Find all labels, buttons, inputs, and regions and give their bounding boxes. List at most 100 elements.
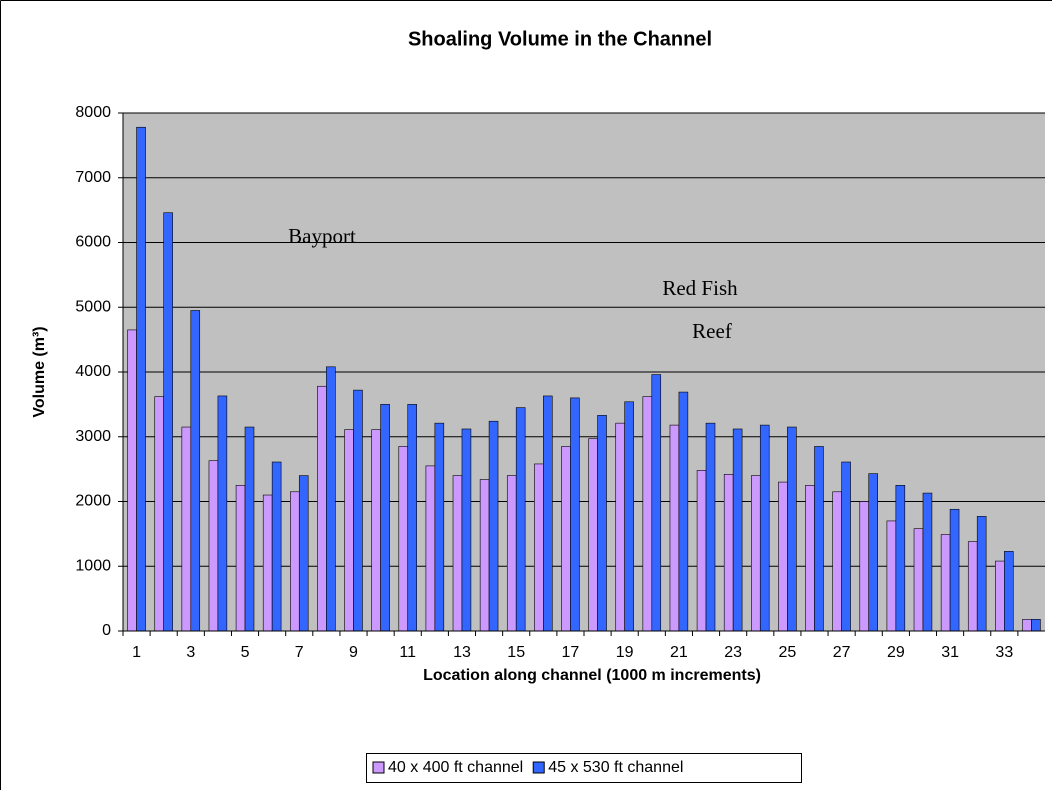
bar <box>290 491 300 632</box>
bar <box>127 329 137 632</box>
annotation: Bayport <box>288 224 356 248</box>
bar <box>208 460 219 632</box>
bar <box>886 520 897 632</box>
bar <box>154 396 164 632</box>
bar <box>949 508 960 632</box>
x-tick-label: 13 <box>453 644 471 661</box>
bar <box>759 424 770 632</box>
bar <box>543 395 553 632</box>
y-tick-label: 3000 <box>75 428 111 445</box>
bar <box>967 541 978 632</box>
legend-swatch <box>532 761 545 774</box>
bar <box>398 446 409 632</box>
y-tick-label: 4000 <box>75 363 111 380</box>
x-tick-label: 33 <box>995 644 1013 661</box>
bar <box>317 385 327 632</box>
bar <box>344 429 354 632</box>
bar <box>705 422 716 632</box>
bar <box>922 492 933 632</box>
bar <box>642 396 653 632</box>
bar <box>859 501 870 632</box>
bar <box>723 474 734 632</box>
bar <box>805 485 815 632</box>
bar <box>1004 551 1014 632</box>
bar <box>479 479 490 632</box>
bar <box>353 389 363 632</box>
bar <box>940 534 951 632</box>
bar <box>136 126 146 632</box>
legend-box <box>366 753 802 783</box>
x-tick-label: 19 <box>616 644 634 661</box>
bar <box>217 395 228 632</box>
bar <box>235 485 246 632</box>
bar <box>190 310 201 632</box>
y-tick-label: 0 <box>102 622 111 639</box>
bar <box>262 494 273 632</box>
bar <box>326 366 336 632</box>
bar <box>570 397 580 632</box>
bar <box>271 461 282 632</box>
bar <box>651 374 662 632</box>
x-tick-label: 21 <box>670 644 688 661</box>
bar <box>407 404 417 632</box>
bar <box>561 446 571 632</box>
legend-label: 40 x 400 ft channel <box>388 759 523 776</box>
bar <box>181 426 192 632</box>
bar <box>371 429 381 632</box>
x-tick-label: 27 <box>833 644 851 661</box>
x-tick-label: 23 <box>724 644 742 661</box>
bar <box>841 461 851 632</box>
bar <box>597 415 607 632</box>
x-tick-label: 29 <box>887 644 905 661</box>
bar <box>588 438 598 632</box>
y-tick-label: 8000 <box>75 104 111 121</box>
bar <box>298 475 309 632</box>
x-tick-label: 1 <box>132 644 141 661</box>
y-tick-label: 1000 <box>75 557 111 574</box>
bar <box>732 428 743 632</box>
bar <box>995 560 1005 632</box>
bar <box>163 212 173 632</box>
bar <box>534 463 544 632</box>
bar <box>778 481 788 632</box>
bar <box>976 516 987 632</box>
bar <box>832 491 842 632</box>
y-axis-label: Volume (m³) <box>31 326 48 417</box>
legend-label: 45 x 530 ft channel <box>548 759 683 776</box>
bar <box>506 475 517 632</box>
x-tick-label: 7 <box>295 644 304 661</box>
legend-swatch <box>372 761 385 774</box>
annotation: Red Fish <box>662 276 738 300</box>
bar <box>1022 619 1032 632</box>
bar <box>787 426 797 632</box>
y-tick-label: 5000 <box>75 298 111 315</box>
bar <box>678 391 689 632</box>
x-tick-label: 25 <box>778 644 796 661</box>
bar <box>434 422 445 632</box>
x-tick-label: 3 <box>186 644 195 661</box>
bar <box>615 422 625 632</box>
x-tick-label: 15 <box>507 644 525 661</box>
bar <box>1031 619 1041 632</box>
bar <box>868 473 878 632</box>
bar <box>669 424 680 632</box>
bar <box>751 475 761 632</box>
bar <box>515 407 526 632</box>
bar <box>244 426 255 632</box>
bar <box>814 446 824 632</box>
y-tick-label: 7000 <box>75 169 111 186</box>
chart-title: Shoaling Volume in the Channel <box>408 28 712 50</box>
x-axis-label: Location along channel (1000 m increment… <box>423 667 761 684</box>
x-tick-label: 17 <box>562 644 580 661</box>
bar <box>380 404 390 632</box>
x-tick-label: 31 <box>941 644 959 661</box>
bar <box>488 420 499 632</box>
y-tick-label: 2000 <box>75 493 111 510</box>
x-tick-label: 9 <box>349 644 358 661</box>
bar <box>425 465 436 632</box>
bar <box>624 401 634 632</box>
bar <box>895 485 906 632</box>
x-tick-label: 5 <box>241 644 250 661</box>
